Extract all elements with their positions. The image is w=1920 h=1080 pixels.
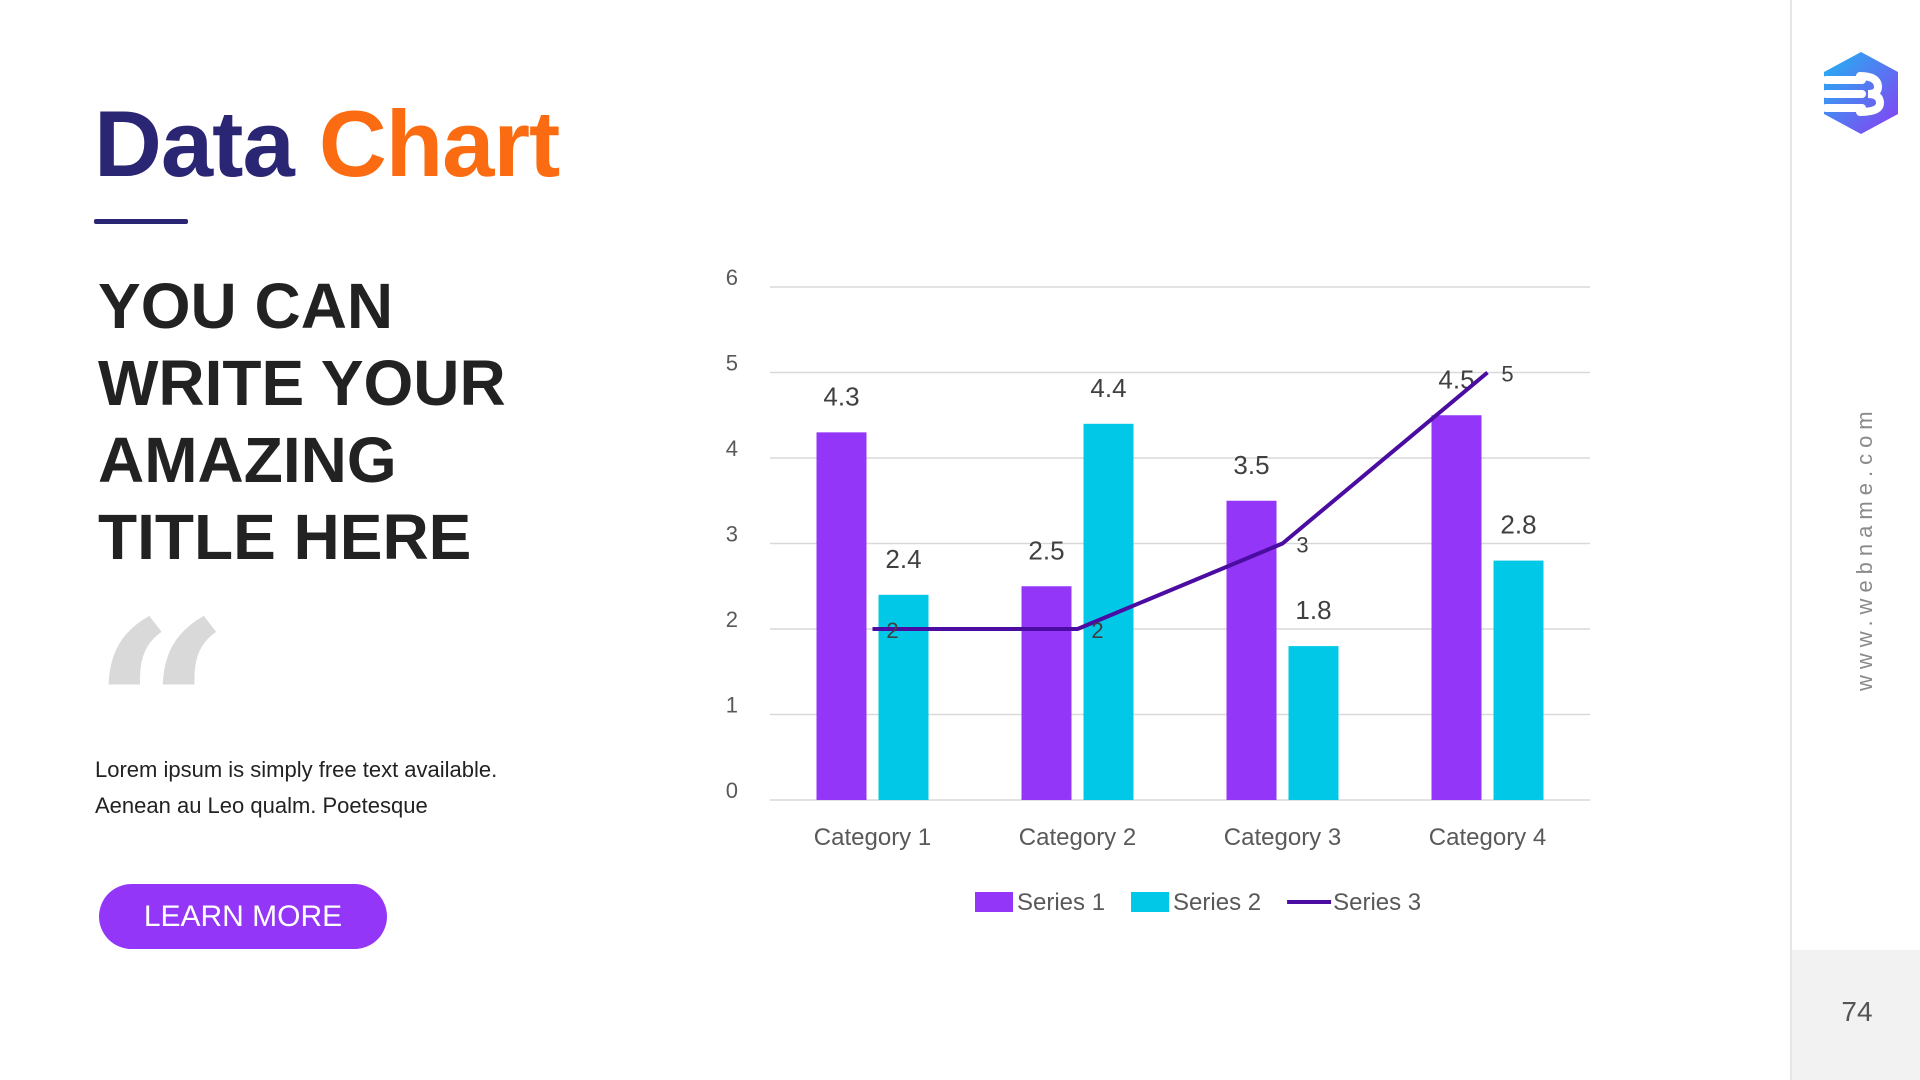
page-title: Data Chart — [94, 91, 560, 196]
legend-swatch-series-1 — [975, 892, 1013, 912]
bar-series-2 — [1288, 646, 1339, 800]
y-tick-label: 1 — [726, 693, 738, 718]
x-tick-label: Category 1 — [814, 824, 931, 851]
line-series-3 — [872, 370, 1489, 631]
x-tick-label: Category 2 — [1019, 824, 1136, 851]
line-data-label: 5 — [1501, 362, 1513, 387]
title-underline — [94, 219, 188, 224]
sidebar: www.webname.com 74 — [1790, 0, 1920, 1080]
legend-label: Series 1 — [1017, 889, 1105, 916]
data-label: 2.4 — [885, 544, 921, 574]
data-label: 1.8 — [1295, 595, 1331, 625]
brand-logo-icon — [1822, 52, 1898, 134]
legend-swatch-series-2 — [1131, 892, 1170, 912]
combo-chart: 0 1 2 3 4 5 6 Category 1 4.3 2.4 Category 2 2.5 4.4 C… — [726, 265, 1590, 916]
website-url: www.webname.com — [1852, 405, 1877, 691]
bar-series-2 — [1083, 423, 1134, 800]
body-line: Aenean au Leo qualm. Poetesque — [95, 793, 428, 818]
y-tick-label: 4 — [726, 436, 738, 461]
line-data-label: 2 — [886, 618, 898, 643]
line-data-label: 2 — [1091, 618, 1103, 643]
line-data-label: 3 — [1296, 533, 1308, 558]
data-label: 2.8 — [1500, 510, 1536, 540]
headline-line: TITLE HERE — [98, 501, 472, 573]
title-word-chart: Chart — [318, 91, 560, 196]
bar-series-2 — [1493, 560, 1544, 800]
x-tick-label: Category 3 — [1224, 824, 1341, 851]
data-label: 4.4 — [1090, 373, 1126, 403]
legend-label: Series 2 — [1173, 889, 1261, 916]
bar-series-1 — [1431, 415, 1482, 800]
data-label: 4.3 — [823, 381, 859, 411]
headline-line: YOU CAN — [98, 270, 394, 342]
y-tick-label: 0 — [726, 778, 738, 803]
y-tick-label: 5 — [726, 351, 738, 376]
data-label: 3.5 — [1233, 450, 1269, 480]
bar-series-1 — [1226, 500, 1277, 800]
page-number-box: 74 — [1792, 950, 1920, 1080]
y-tick-label: 2 — [726, 607, 738, 632]
learn-more-button[interactable]: LEARN MORE — [99, 884, 387, 949]
quote-icon: “ — [92, 569, 231, 851]
page-number: 74 — [1841, 996, 1873, 1027]
headline-line: AMAZING — [98, 424, 397, 496]
bar-series-1 — [816, 432, 867, 800]
headline: YOU CAN WRITE YOUR AMAZING TITLE HERE — [98, 268, 618, 576]
legend-label: Series 3 — [1333, 889, 1421, 916]
bar-series-1 — [1021, 586, 1072, 800]
title-word-data: Data — [94, 91, 295, 196]
y-tick-label: 6 — [726, 265, 738, 290]
headline-line: WRITE YOUR — [98, 347, 506, 419]
body-text: Lorem ipsum is simply free text availabl… — [95, 752, 595, 824]
body-line: Lorem ipsum is simply free text availabl… — [95, 757, 498, 782]
y-tick-label: 3 — [726, 522, 738, 547]
x-tick-label: Category 4 — [1429, 824, 1546, 851]
data-label: 2.5 — [1028, 535, 1064, 565]
